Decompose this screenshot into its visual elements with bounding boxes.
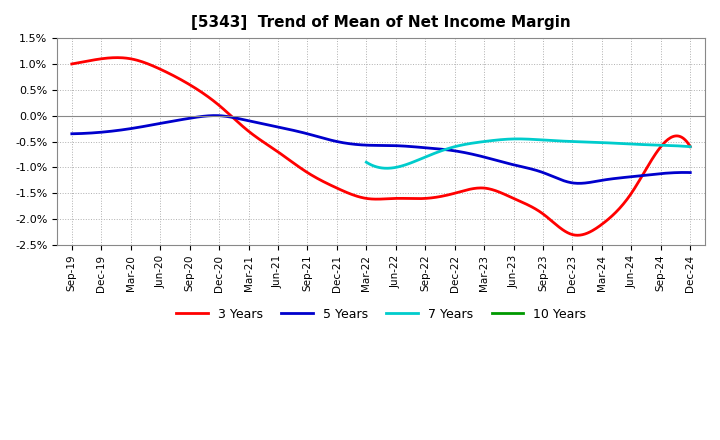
7 Years	[556, 138, 564, 143]
7 Years	[383, 165, 392, 171]
5 Years	[68, 131, 76, 136]
5 Years	[211, 113, 220, 118]
7 Years	[517, 136, 526, 142]
5 Years	[366, 143, 375, 148]
7 Years	[680, 143, 688, 149]
3 Years	[366, 196, 375, 202]
7 Years	[362, 160, 371, 165]
5 Years	[686, 170, 695, 175]
5 Years	[577, 181, 585, 186]
7 Years	[686, 144, 695, 149]
3 Years	[113, 55, 122, 60]
Line: 7 Years: 7 Years	[366, 139, 690, 168]
3 Years	[674, 133, 683, 139]
3 Years	[686, 144, 695, 149]
5 Years	[362, 143, 371, 148]
7 Years	[539, 137, 547, 143]
5 Years	[674, 170, 683, 175]
5 Years	[575, 181, 583, 186]
Line: 5 Years: 5 Years	[72, 116, 690, 183]
3 Years	[68, 61, 76, 66]
Line: 3 Years: 3 Years	[72, 58, 690, 235]
5 Years	[403, 144, 412, 149]
7 Years	[629, 142, 637, 147]
Title: [5343]  Trend of Mean of Net Income Margin: [5343] Trend of Mean of Net Income Margi…	[192, 15, 571, 30]
3 Years	[573, 233, 582, 238]
Legend: 3 Years, 5 Years, 7 Years, 10 Years: 3 Years, 5 Years, 7 Years, 10 Years	[171, 303, 591, 326]
5 Years	[437, 147, 446, 152]
7 Years	[513, 136, 522, 142]
3 Years	[403, 196, 412, 201]
3 Years	[362, 196, 371, 201]
3 Years	[437, 194, 446, 199]
7 Years	[519, 136, 528, 142]
3 Years	[577, 232, 585, 238]
